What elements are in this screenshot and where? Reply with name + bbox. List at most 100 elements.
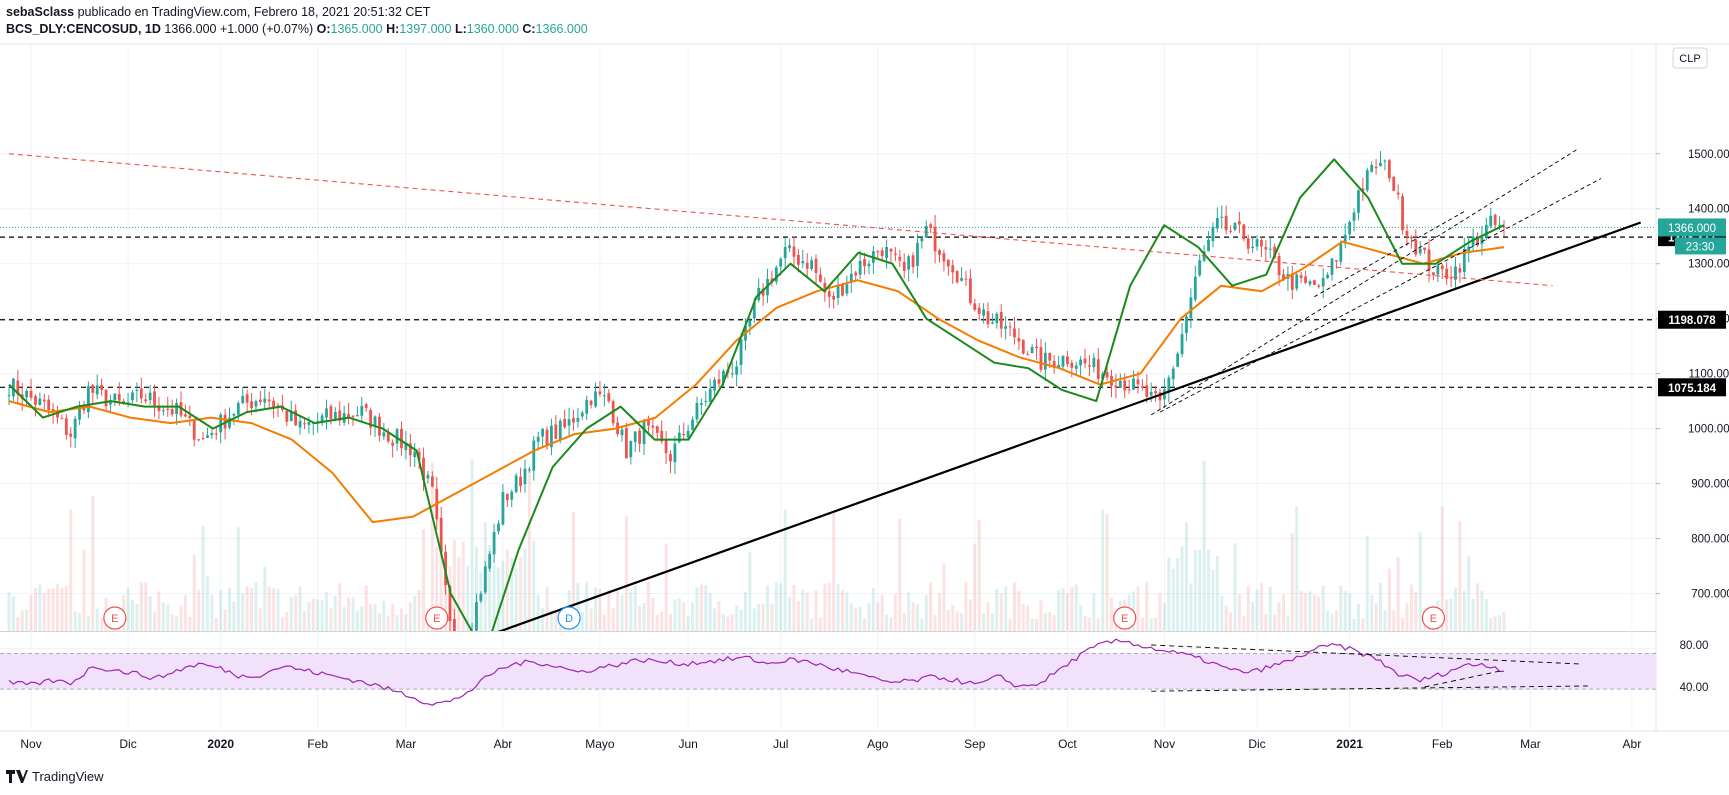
candle-body: [100, 385, 104, 390]
price-axis[interactable]: 700.000800.000900.0001000.0001100.000120…: [1656, 149, 1729, 694]
volume-bar: [536, 595, 540, 631]
volume-bar: [210, 594, 214, 631]
volume-bar: [1401, 617, 1405, 631]
volume-bar: [1043, 613, 1047, 631]
candle-body: [572, 417, 575, 423]
volume-bar: [1048, 611, 1052, 631]
candle-body: [1312, 280, 1316, 285]
candle-body: [56, 411, 59, 418]
volume-bar: [360, 606, 364, 631]
volume-bar: [761, 603, 765, 631]
candle-body: [532, 440, 536, 471]
candle-body: [898, 256, 902, 261]
candle-body: [1052, 361, 1056, 368]
candle-body: [1414, 239, 1418, 255]
candle-body: [210, 433, 214, 436]
open-label: O:: [316, 22, 331, 36]
candle-body: [430, 476, 434, 487]
candle-body: [1462, 248, 1466, 273]
x-tick-label: 2020: [207, 737, 234, 751]
volume-bar: [452, 539, 456, 631]
volume-bar: [1374, 603, 1378, 631]
volume-bar: [1154, 617, 1158, 631]
volume-bar: [1264, 613, 1268, 631]
volume-bar: [1445, 599, 1449, 631]
symbol-label[interactable]: BCS_DLY:CENCOSUD, 1D: [6, 22, 161, 36]
candle-body: [1105, 371, 1109, 378]
volume-bar: [990, 613, 994, 631]
volume-bar: [1030, 618, 1034, 631]
candle-body: [285, 410, 289, 422]
volume-bar: [748, 552, 752, 631]
volume-bar: [1299, 590, 1303, 631]
trendlines[interactable]: [8, 147, 1642, 654]
candle-body: [536, 436, 540, 442]
candle-body: [1326, 274, 1329, 279]
volume-bar: [219, 590, 223, 631]
countdown-label: 23:30: [1686, 241, 1715, 253]
volume-bar: [1418, 532, 1422, 631]
candle-body: [82, 407, 86, 411]
volume-bar: [56, 584, 60, 631]
volume-bar: [201, 525, 205, 631]
candle-body: [704, 400, 708, 402]
x-tick-label: Dic: [1248, 737, 1265, 751]
candle-body: [1251, 246, 1255, 249]
candle-body: [1167, 377, 1171, 392]
volume-bar: [1281, 594, 1285, 631]
candle-body: [42, 399, 46, 402]
x-tick-label: Abr: [1623, 737, 1642, 751]
candle-body: [832, 296, 836, 300]
candle-body: [1220, 216, 1224, 218]
x-tick-label: Dic: [119, 737, 136, 751]
candle-body: [254, 401, 258, 407]
horizontal-levels[interactable]: [0, 226, 1656, 388]
candle-body: [1035, 346, 1038, 349]
volume-bar: [408, 602, 412, 631]
volume-bar: [153, 612, 157, 631]
volume-bar: [272, 587, 276, 631]
candle-body: [1445, 268, 1449, 279]
candle-body: [360, 405, 364, 416]
volume-bar: [228, 588, 231, 631]
candle-body: [422, 457, 425, 481]
candle-body: [669, 454, 672, 462]
candle-body: [60, 418, 64, 420]
candle-body: [867, 263, 871, 267]
tradingview-footer[interactable]: TradingView: [6, 769, 104, 784]
price-change: +1.000 (+0.07%): [220, 22, 314, 36]
volume-bar: [42, 592, 46, 631]
candle-body: [1017, 338, 1021, 342]
volume-bar: [1467, 556, 1471, 631]
volume-bar: [721, 614, 725, 631]
volume-bar: [347, 597, 351, 631]
volume-bar: [355, 611, 359, 631]
volume-bar: [549, 609, 553, 631]
volume-bar: [1237, 594, 1241, 631]
author-name[interactable]: sebaSclass: [6, 5, 75, 19]
candle-body: [1418, 248, 1422, 254]
volume-bar: [1268, 586, 1272, 631]
currency-badge[interactable]: CLP: [1672, 47, 1708, 69]
volume-bar: [1070, 587, 1074, 631]
volume-bar: [60, 587, 64, 631]
volume-bar: [827, 582, 831, 631]
time-axis[interactable]: Nov Dic 2020 Feb Mar Abr Mayo Jun Jul Ago Sep Oct No…: [20, 737, 1641, 751]
volume-bar: [95, 608, 99, 631]
rsi-tick-label: 40.00: [1680, 682, 1709, 694]
ema-fast-line: [8, 158, 1505, 631]
candle-body: [201, 438, 205, 440]
volume-bar: [704, 585, 708, 631]
volume-bar: [708, 593, 712, 631]
candle-body: [1185, 316, 1188, 334]
volume-bar: [338, 583, 342, 631]
volume-bar: [11, 596, 15, 631]
candle-body: [1088, 365, 1091, 367]
volume-bar: [638, 605, 642, 631]
volume-bar: [818, 617, 822, 631]
candle-body: [453, 618, 456, 631]
volume-bar: [157, 591, 161, 631]
volume-bar: [616, 589, 620, 631]
